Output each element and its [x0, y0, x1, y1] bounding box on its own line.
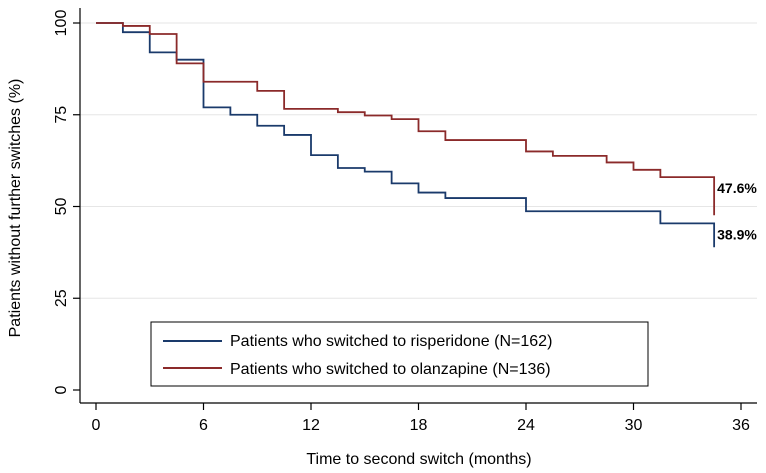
x-axis-title: Time to second switch (months): [306, 451, 531, 468]
x-tick-label-12: 12: [302, 417, 320, 434]
x-tick-label-36: 36: [732, 417, 750, 434]
x-tick-label-30: 30: [625, 417, 643, 434]
series-line-olanzapine: [96, 22, 716, 216]
x-tick-label-6: 6: [199, 417, 208, 434]
end-label-olanzapine: 47.6%: [717, 180, 757, 196]
x-tick-label-0: 0: [92, 417, 101, 434]
end-label-risperidone: 38.9%: [717, 226, 757, 242]
y-axis-ticks: 0 25 50 75 100: [53, 10, 80, 394]
y-tick-label-0: 0: [53, 385, 70, 394]
legend: Patients who switched to risperidone (N=…: [150, 321, 649, 387]
end-labels: 38.9% 47.6%: [717, 180, 757, 242]
gridlines: [80, 22, 757, 299]
legend-label-risperidone: Patients who switched to risperidone (N=…: [230, 333, 552, 350]
y-tick-label-100: 100: [53, 10, 70, 37]
x-axis-ticks: 0 6 12 18 24 30 36: [92, 403, 750, 434]
y-axis-title: Patients without further switches (%): [7, 79, 24, 338]
x-tick-label-24: 24: [517, 417, 535, 434]
y-tick-label-75: 75: [53, 106, 70, 124]
series-lines: [96, 22, 716, 248]
series-line-risperidone: [96, 22, 716, 248]
x-tick-label-18: 18: [410, 417, 428, 434]
y-tick-label-25: 25: [53, 289, 70, 307]
legend-label-olanzapine: Patients who switched to olanzapine (N=1…: [230, 361, 551, 378]
y-tick-label-50: 50: [53, 198, 70, 216]
legend-box: [150, 321, 649, 387]
